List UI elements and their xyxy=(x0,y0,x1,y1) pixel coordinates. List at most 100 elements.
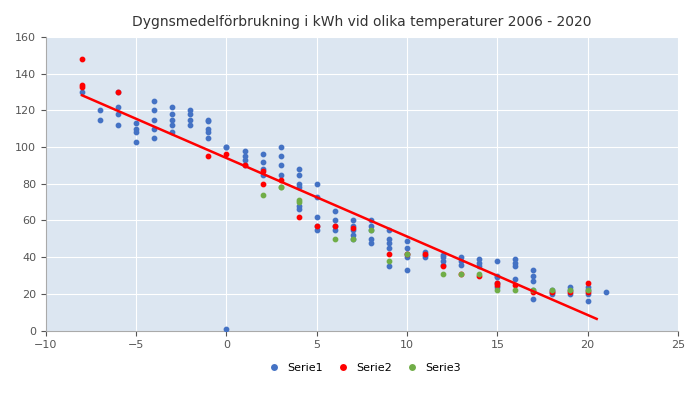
Serie1 xyxy=(113,103,124,110)
Serie3 xyxy=(347,235,358,242)
Serie1 xyxy=(257,158,268,165)
Serie1 xyxy=(384,245,395,251)
Serie2 xyxy=(419,250,430,257)
Serie1 xyxy=(329,208,340,215)
Serie1 xyxy=(419,248,430,255)
Serie3 xyxy=(528,287,539,294)
Serie2 xyxy=(564,289,575,295)
Serie2 xyxy=(582,279,593,286)
Serie1 xyxy=(203,125,214,132)
Serie2 xyxy=(275,177,286,184)
Serie1 xyxy=(220,325,232,332)
Serie3 xyxy=(329,235,340,242)
Serie1 xyxy=(113,89,124,96)
Serie2 xyxy=(438,263,449,270)
Serie1 xyxy=(528,296,539,303)
Serie1 xyxy=(293,166,304,173)
Serie3 xyxy=(564,287,575,294)
Serie1 xyxy=(491,274,503,281)
Serie2 xyxy=(311,222,322,229)
Serie1 xyxy=(582,283,593,290)
Serie1 xyxy=(546,287,557,294)
Serie1 xyxy=(257,151,268,158)
Serie1 xyxy=(293,206,304,213)
Serie1 xyxy=(564,283,575,290)
Serie2 xyxy=(257,181,268,187)
Serie1 xyxy=(438,254,449,261)
Serie1 xyxy=(275,144,286,150)
Serie1 xyxy=(185,116,196,123)
Serie2 xyxy=(546,289,557,295)
Serie1 xyxy=(401,237,412,244)
Serie1 xyxy=(239,147,250,154)
Serie3 xyxy=(293,197,304,204)
Serie3 xyxy=(510,287,521,294)
Serie1 xyxy=(491,258,503,264)
Serie1 xyxy=(384,226,395,233)
Serie1 xyxy=(384,239,395,246)
Serie1 xyxy=(365,222,377,229)
Serie2 xyxy=(257,168,268,174)
Serie1 xyxy=(384,235,395,242)
Serie1 xyxy=(113,111,124,117)
Serie1 xyxy=(564,290,575,297)
Serie2 xyxy=(510,281,521,288)
Serie1 xyxy=(220,144,232,150)
Serie1 xyxy=(365,235,377,242)
Serie1 xyxy=(311,181,322,187)
Serie1 xyxy=(311,193,322,200)
Serie1 xyxy=(167,129,178,136)
Serie3 xyxy=(401,250,412,257)
Serie1 xyxy=(474,256,485,262)
Serie1 xyxy=(203,129,214,136)
Serie1 xyxy=(347,226,358,233)
Serie1 xyxy=(148,107,160,114)
Serie2 xyxy=(582,289,593,295)
Serie1 xyxy=(474,259,485,266)
Serie1 xyxy=(130,120,141,127)
Serie3 xyxy=(491,287,503,294)
Serie2 xyxy=(456,270,467,277)
Serie3 xyxy=(275,184,286,191)
Serie1 xyxy=(528,266,539,273)
Serie1 xyxy=(401,245,412,251)
Serie1 xyxy=(384,263,395,270)
Serie1 xyxy=(329,226,340,233)
Serie1 xyxy=(76,89,88,96)
Serie1 xyxy=(275,171,286,178)
Serie2 xyxy=(384,250,395,257)
Serie1 xyxy=(94,116,106,123)
Serie2 xyxy=(474,272,485,279)
Serie1 xyxy=(474,263,485,270)
Serie1 xyxy=(293,181,304,187)
Serie1 xyxy=(239,153,250,160)
Serie1 xyxy=(456,261,467,268)
Serie2 xyxy=(329,222,340,229)
Serie1 xyxy=(239,157,250,163)
Legend: Serie1, Serie2, Serie3: Serie1, Serie2, Serie3 xyxy=(258,359,466,378)
Serie2 xyxy=(76,81,88,88)
Serie3 xyxy=(456,270,467,277)
Serie1 xyxy=(582,287,593,294)
Serie1 xyxy=(438,261,449,268)
Serie1 xyxy=(510,276,521,282)
Serie2 xyxy=(76,83,88,90)
Serie1 xyxy=(365,217,377,224)
Serie1 xyxy=(528,278,539,285)
Serie2 xyxy=(491,281,503,288)
Serie1 xyxy=(185,122,196,129)
Serie1 xyxy=(311,213,322,220)
Serie1 xyxy=(365,239,377,246)
Serie1 xyxy=(456,254,467,261)
Serie1 xyxy=(203,134,214,141)
Serie1 xyxy=(438,252,449,259)
Serie1 xyxy=(347,232,358,238)
Serie1 xyxy=(113,122,124,129)
Serie1 xyxy=(239,162,250,169)
Serie1 xyxy=(94,107,106,114)
Serie1 xyxy=(510,259,521,266)
Serie1 xyxy=(419,252,430,259)
Serie2 xyxy=(528,289,539,295)
Serie1 xyxy=(329,217,340,224)
Serie1 xyxy=(582,298,593,305)
